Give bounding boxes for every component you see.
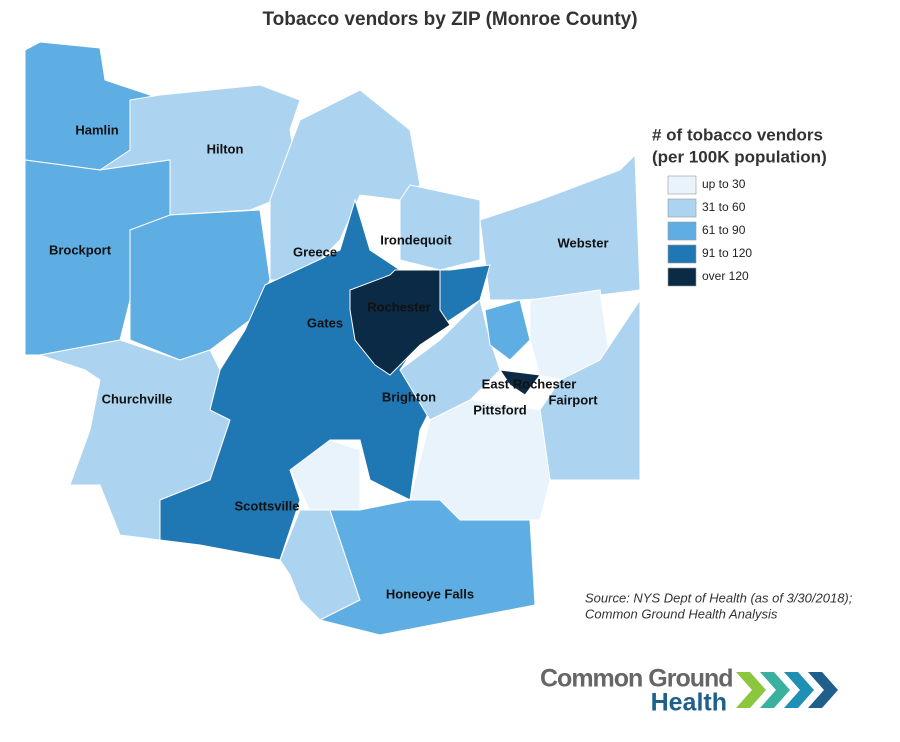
place-label: Greece xyxy=(293,244,337,259)
legend-swatch xyxy=(667,221,697,241)
place-label: Irondequoit xyxy=(380,232,452,247)
zip-region xyxy=(539,298,641,481)
zip-region xyxy=(318,499,536,636)
legend-label: over 120 xyxy=(702,269,749,283)
place-label: Brighton xyxy=(382,389,436,404)
place-label: Gates xyxy=(307,315,343,330)
legend-label: 91 to 120 xyxy=(702,246,752,260)
place-label: Webster xyxy=(557,235,608,250)
zip-region xyxy=(484,299,531,361)
place-label: Hilton xyxy=(207,141,244,156)
source: Source: NYS Dept of Health (as of 3/30/2… xyxy=(585,590,853,605)
place-label: East Rochester xyxy=(482,376,577,391)
place-label: Rochester xyxy=(367,299,431,314)
zip-region xyxy=(498,369,541,396)
place-label: Hamlin xyxy=(75,122,118,137)
legend-swatch xyxy=(667,198,697,218)
legend-title: # of tobacco vendors xyxy=(652,125,823,144)
legend-swatch xyxy=(667,175,697,195)
place-label: Fairport xyxy=(548,392,598,407)
legend-label: up to 30 xyxy=(702,177,746,191)
zip-region xyxy=(289,439,361,511)
place-label: Pittsford xyxy=(473,402,527,417)
zip-region xyxy=(479,153,641,301)
place-label: Scottsville xyxy=(234,498,299,513)
logo-text: Health xyxy=(651,689,727,717)
logo-text: Common Ground xyxy=(540,665,733,693)
logo-mark xyxy=(736,672,838,708)
place-label: Brockport xyxy=(49,242,112,257)
zip-region xyxy=(349,269,451,376)
place-label: Honeoye Falls xyxy=(386,586,474,601)
source: Common Ground Health Analysis xyxy=(585,606,778,621)
legend-swatch xyxy=(667,244,697,264)
legend-label: 61 to 90 xyxy=(702,223,746,237)
legend-swatch xyxy=(667,267,697,287)
title: Tobacco vendors by ZIP (Monroe County) xyxy=(262,9,637,30)
legend-label: 31 to 60 xyxy=(702,200,746,214)
place-label: Churchville xyxy=(102,391,173,406)
legend-title: (per 100K population) xyxy=(652,147,827,166)
zip-region xyxy=(399,184,481,271)
